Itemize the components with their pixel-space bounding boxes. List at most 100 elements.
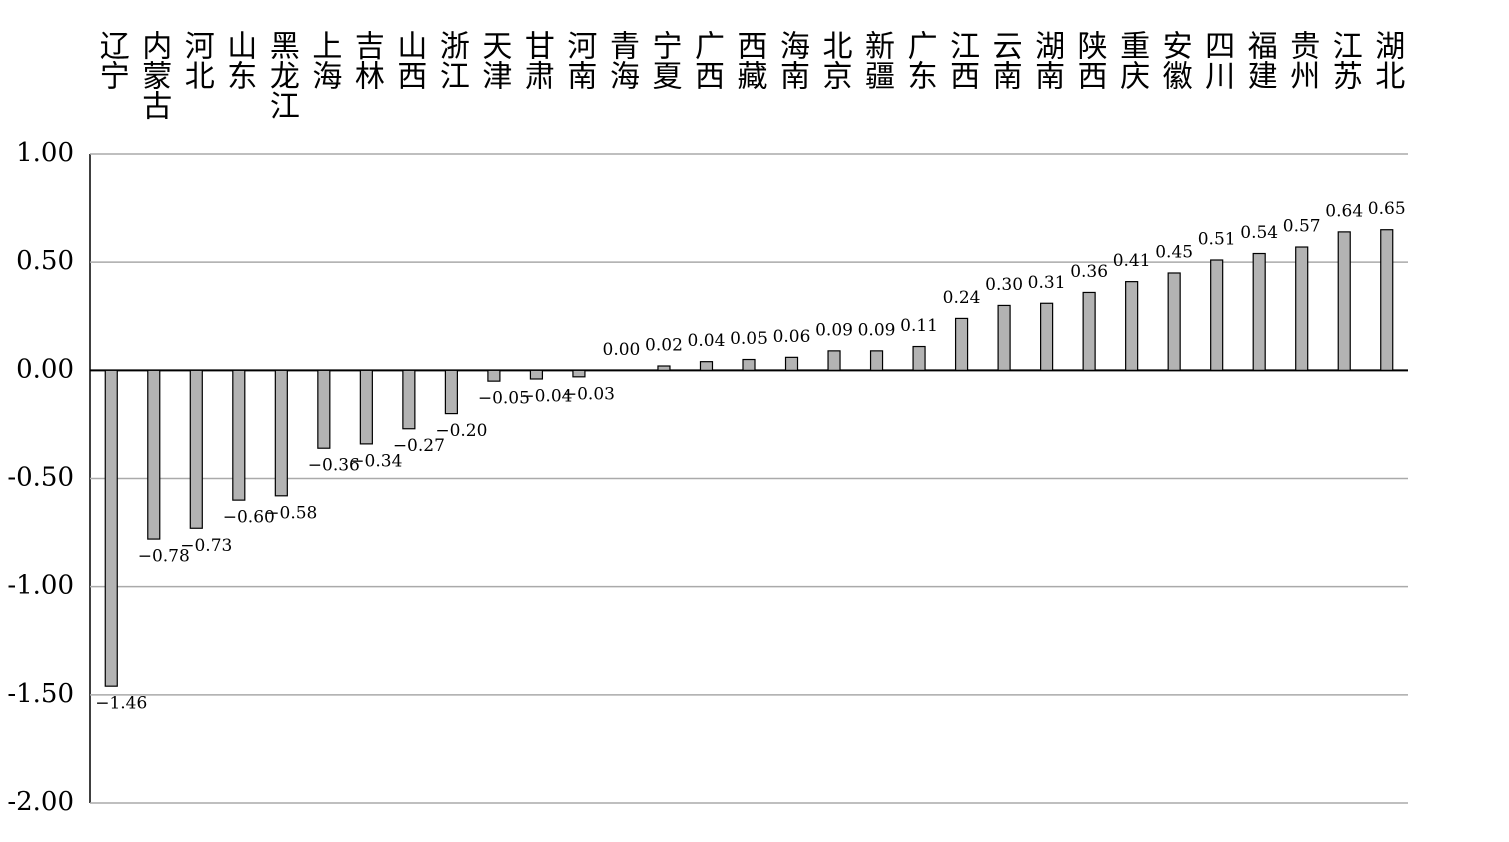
bar: [997, 304, 1011, 371]
category-label: 青海: [604, 30, 639, 90]
category-label: 黑龙江: [264, 30, 299, 120]
bar: [444, 369, 458, 415]
value-label: 0.09: [858, 320, 896, 340]
category-label: 宁夏: [646, 30, 681, 90]
value-label: 0.24: [943, 288, 981, 308]
y-tick-label: -0.50: [7, 463, 74, 493]
category-label: 陕西: [1072, 30, 1107, 90]
value-label: 0.65: [1368, 199, 1406, 219]
bar: [189, 369, 203, 529]
value-label: 0.57: [1283, 217, 1321, 237]
category-label: 湖北: [1369, 30, 1404, 90]
value-label: −1.46: [95, 694, 147, 714]
bar: [529, 369, 544, 380]
category-label: 上海: [306, 30, 341, 90]
value-label: −0.36: [308, 456, 360, 476]
category-label: 内蒙古: [136, 30, 171, 120]
category-label: 甘肃: [519, 30, 554, 90]
category-label: 广东: [902, 30, 937, 90]
value-label: 0.45: [1155, 242, 1193, 262]
bar: [1210, 259, 1224, 371]
bar: [1295, 246, 1309, 371]
value-label: 0.04: [688, 331, 726, 351]
value-label: 0.02: [645, 336, 683, 356]
value-label: −0.20: [435, 421, 487, 441]
bar: [1167, 272, 1181, 371]
value-label: 0.51: [1198, 230, 1236, 250]
bar: [912, 345, 926, 371]
bar: [1040, 302, 1054, 371]
bar: [1337, 231, 1351, 371]
bar: [1125, 281, 1139, 371]
y-tick-label: 1.00: [16, 138, 74, 168]
category-label: 北京: [817, 30, 852, 90]
category-label: 河南: [561, 30, 597, 90]
bar: [657, 365, 671, 371]
bar: [359, 369, 373, 445]
value-label: −0.05: [478, 389, 530, 409]
bar: [147, 369, 161, 540]
bar: [487, 369, 501, 382]
y-tick-label: -1.00: [7, 571, 74, 601]
value-label: 0.36: [1070, 262, 1108, 282]
value-label: 0.11: [900, 316, 938, 336]
bar: [869, 350, 884, 371]
bar: [1252, 252, 1266, 371]
value-label: −0.27: [393, 436, 445, 456]
y-tick-label: 0.50: [16, 246, 74, 276]
category-label: 海南: [774, 30, 809, 90]
bar: [699, 361, 714, 371]
value-label: 0.06: [773, 327, 811, 347]
category-label: 山西: [391, 30, 426, 90]
value-label: 0.00: [603, 340, 641, 360]
bar: [827, 350, 841, 371]
value-label: 0.30: [985, 275, 1023, 295]
category-label: 天津: [476, 30, 511, 90]
y-tick-label: 0.00: [16, 354, 74, 384]
value-label: −0.78: [138, 547, 190, 567]
bar: [1380, 229, 1394, 371]
category-label: 吉林: [349, 30, 385, 90]
category-label: 河北: [179, 30, 215, 90]
category-label: 广西: [689, 30, 724, 90]
category-label: 湖南: [1029, 30, 1064, 90]
bar: [274, 369, 288, 497]
value-label: 0.31: [1028, 273, 1066, 293]
bar: [402, 369, 416, 430]
value-label: −0.04: [520, 386, 572, 406]
value-label: 0.05: [730, 329, 768, 349]
bar: [232, 369, 246, 501]
value-label: 0.54: [1240, 223, 1278, 243]
bar: [104, 369, 118, 687]
category-label: 江西: [944, 30, 979, 90]
value-label: −0.58: [265, 503, 317, 523]
bar: [954, 317, 969, 371]
y-tick-label: -2.00: [7, 787, 74, 817]
value-label: 0.41: [1113, 251, 1151, 271]
category-label: 福建: [1242, 30, 1278, 90]
bar: [317, 369, 331, 449]
bar: [784, 356, 799, 371]
bar: [1082, 291, 1096, 371]
category-label: 安徽: [1157, 30, 1193, 90]
bar: [572, 369, 586, 378]
value-label: 0.64: [1325, 201, 1363, 221]
category-label: 云南: [987, 30, 1022, 90]
y-tick-label: -1.50: [7, 679, 74, 709]
value-label: −0.03: [563, 384, 615, 404]
category-label: 辽宁: [94, 30, 130, 90]
value-label: −0.73: [180, 536, 232, 556]
category-label: 贵州: [1284, 30, 1320, 90]
value-label: 0.09: [815, 320, 853, 340]
value-label: −0.60: [223, 508, 275, 528]
category-label: 重庆: [1114, 30, 1150, 90]
bar: [742, 358, 756, 371]
category-label: 西藏: [732, 30, 767, 90]
category-label: 山东: [221, 30, 256, 90]
category-label: 新疆: [859, 30, 894, 90]
value-label: −0.34: [350, 451, 402, 471]
category-label: 四川: [1199, 30, 1235, 90]
category-label: 江苏: [1327, 30, 1362, 90]
